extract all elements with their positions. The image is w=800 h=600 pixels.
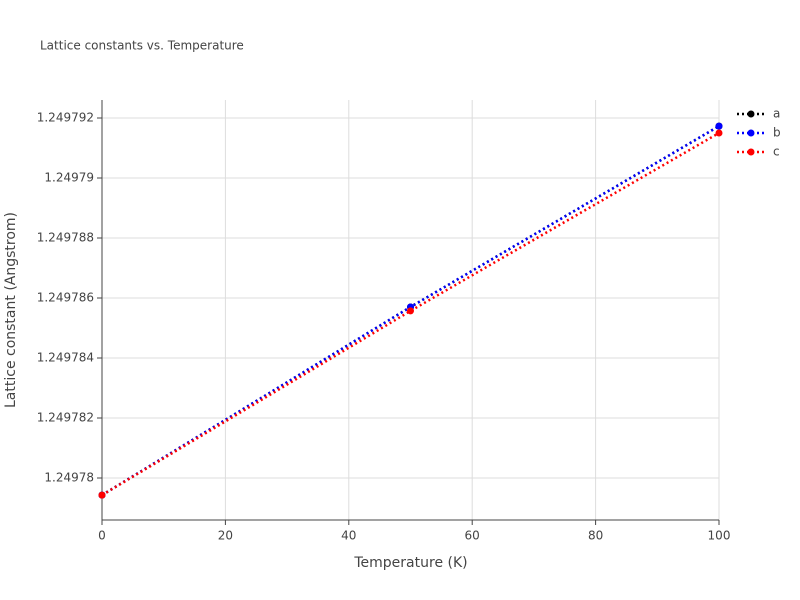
y-tick-label: 1.24979 bbox=[44, 171, 94, 185]
x-tick-label: 80 bbox=[588, 529, 603, 543]
series-line bbox=[101, 131, 720, 497]
legend-label: a bbox=[773, 107, 780, 121]
y-tick-label: 1.249784 bbox=[37, 351, 94, 365]
y-tick-label: 1.24978 bbox=[44, 471, 94, 485]
x-axis-title: Temperature (K) bbox=[353, 555, 467, 571]
y-tick-label: 1.249782 bbox=[37, 411, 94, 425]
marker bbox=[715, 129, 723, 137]
marker bbox=[715, 122, 723, 130]
marker bbox=[407, 307, 414, 315]
x-tick-label: 100 bbox=[708, 529, 731, 543]
x-tick-label: 60 bbox=[465, 529, 480, 543]
legend-marker bbox=[747, 110, 755, 118]
legend-label: b bbox=[773, 126, 781, 140]
y-tick-label: 1.249786 bbox=[37, 291, 94, 305]
y-axis-title: Lattice constant (Angstrom) bbox=[3, 212, 19, 408]
legend-marker bbox=[747, 148, 755, 156]
x-tick-label: 40 bbox=[341, 529, 356, 543]
chart-title: Lattice constants vs. Temperature bbox=[40, 39, 244, 53]
y-tick-label: 1.249792 bbox=[37, 111, 94, 125]
legend-label: c bbox=[773, 145, 780, 159]
x-tick-label: 0 bbox=[98, 529, 106, 543]
marker bbox=[98, 491, 106, 499]
x-tick-label: 20 bbox=[218, 529, 233, 543]
legend-marker bbox=[747, 129, 755, 137]
y-tick-label: 1.249788 bbox=[37, 231, 94, 245]
